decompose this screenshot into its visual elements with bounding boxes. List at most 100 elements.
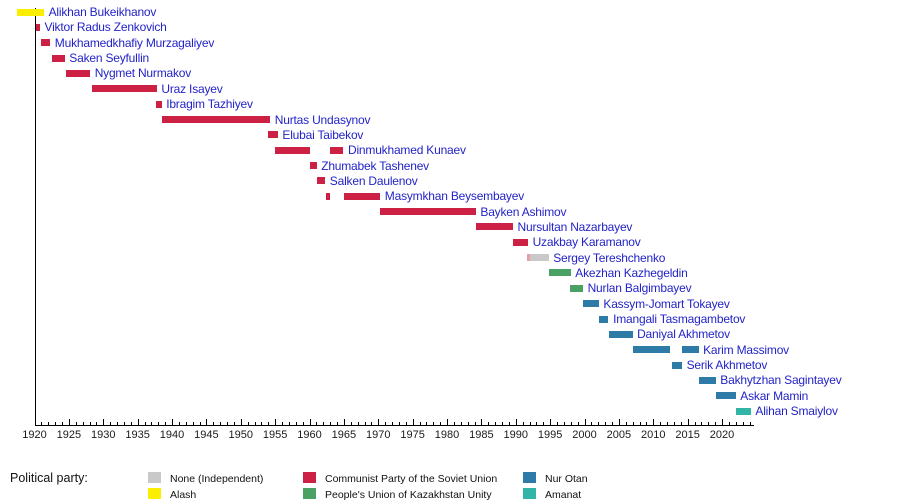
person-label[interactable]: Kassym-Jomart Tokayev (603, 296, 730, 311)
axis-major-tick (137, 419, 139, 425)
person-label[interactable]: Zhumabek Tashenev (321, 158, 429, 173)
axis-minor-tick (261, 422, 263, 425)
legend-item-label-puku: People's Union of Kazakhstan Unity (325, 489, 492, 501)
axis-major-tick (172, 419, 173, 425)
person-label[interactable]: Serik Akhmetov (686, 358, 768, 373)
axis-tick-label: 2005 (606, 429, 632, 441)
axis-minor-tick (227, 422, 228, 425)
plot-area: 1920 1925 1930 1935 1940 1945 1950 1955 1960 1965… (16, 5, 842, 441)
person-label[interactable]: Akezhan Kazhegeldin (575, 265, 688, 280)
axis-minor-tick (323, 422, 325, 425)
axis-major-tick (34, 419, 36, 425)
person-label[interactable]: Karim Massimov (703, 342, 789, 357)
person-label[interactable]: Mukhamedkhafiy Murzagaliyev (54, 35, 215, 50)
axis-minor-tick (728, 422, 730, 425)
legend: Political party: None (Independent) Alash… (0, 460, 900, 504)
axis-minor-tick (557, 422, 558, 425)
axis-major-tick (653, 419, 655, 425)
timeline-bar-cpsu (66, 69, 91, 77)
legend-item-label-nur_otan: Nur Otan (545, 473, 588, 485)
axis-minor-tick (233, 422, 235, 425)
axis-tick-label: 2010 (641, 429, 666, 441)
person-label[interactable]: Bakhytzhan Sagintayev (720, 373, 842, 388)
axis-minor-tick (295, 422, 297, 425)
axis-minor-tick (330, 422, 332, 425)
axis-minor-tick (213, 422, 215, 425)
timeline-bar-cpsu (156, 100, 162, 108)
axis-major-tick (68, 419, 70, 425)
legend-swatch-none (148, 472, 161, 483)
axis-minor-tick (488, 422, 490, 425)
axis-minor-tick (701, 422, 703, 425)
timeline-bar-cpsu (92, 85, 157, 93)
axis-major-tick (240, 419, 242, 425)
axis-minor-tick (371, 422, 373, 425)
axis-major-tick (550, 419, 552, 425)
axis-minor-tick (117, 422, 118, 425)
axis-minor-tick (694, 422, 696, 425)
axis-minor-tick (453, 422, 455, 425)
axis-minor-tick (639, 422, 641, 425)
timeline-bar-cpsu (268, 131, 278, 139)
timeline-bar-cpsu (275, 146, 310, 154)
axis-minor-tick (254, 422, 256, 425)
axis-minor-tick (165, 422, 167, 425)
person-label[interactable]: Viktor Radus Zenkovich (44, 20, 167, 35)
person-label[interactable]: Alikhan Bukeikhanov (48, 5, 157, 19)
timeline-bar-cpsu (317, 177, 326, 185)
axis-minor-tick (55, 422, 57, 425)
axis-tick-label: 1940 (159, 429, 185, 441)
person-label[interactable]: Sergey Tereshchenko (553, 250, 666, 265)
axis-minor-tick (110, 422, 112, 425)
axis-minor-tick (151, 422, 153, 425)
axis-tick-label: 1970 (366, 429, 391, 441)
person-label[interactable]: Nurtas Undasynov (274, 112, 371, 127)
axis-minor-tick (82, 422, 84, 425)
legend-item-label-cpsu: Communist Party of the Soviet Union (325, 473, 498, 485)
axis-major-tick (584, 419, 586, 425)
person-label[interactable]: Nygmet Nurmakov (94, 66, 192, 81)
axis-minor-tick (577, 422, 579, 425)
axis-minor-tick (419, 422, 421, 425)
axis-minor-tick (405, 422, 407, 425)
axis-minor-tick (130, 422, 132, 425)
person-label[interactable]: Imangali Tasmagambetov (613, 312, 746, 326)
person-label[interactable]: Uraz Isayev (161, 81, 223, 96)
timeline-bar-nur_otan (699, 376, 716, 384)
axis-minor-tick (536, 422, 538, 425)
person-label[interactable]: Daniyal Akhmetov (637, 327, 730, 342)
timeline-bar-nur_otan (715, 392, 736, 400)
axis-minor-tick (660, 422, 662, 425)
timeline-bar-cpsu (380, 208, 476, 215)
axis-minor-tick (742, 422, 744, 425)
axis-minor-tick (502, 422, 503, 425)
axis-minor-tick (467, 422, 469, 425)
person-label[interactable]: Uzakbay Karamanov (532, 235, 641, 250)
person-label[interactable]: Saken Seyfullin (69, 51, 150, 65)
person-label[interactable]: Salken Daulenov (329, 173, 418, 188)
legend-item-label-amanat: Amanat (545, 489, 582, 501)
axis-tick-label: 1985 (469, 429, 494, 441)
person-label[interactable]: Alihan Smaiylov (755, 404, 838, 419)
axis-tick-label: 1925 (56, 429, 82, 441)
person-label[interactable]: Dinmukhamed Kunaev (348, 143, 466, 158)
axis-minor-tick (185, 422, 187, 425)
axis-major-tick (412, 419, 414, 425)
axis-minor-tick (123, 422, 125, 425)
person-label[interactable]: Ibragim Tazhiyev (166, 97, 253, 112)
person-label[interactable]: Askar Mamin (740, 388, 809, 403)
person-label[interactable]: Nursultan Nazarbayev (517, 219, 633, 234)
axis-minor-tick (563, 422, 565, 425)
person-label[interactable]: Elubai Taibekov (282, 127, 364, 142)
axis-minor-tick (288, 422, 290, 425)
axis-minor-tick (605, 422, 607, 425)
axis-minor-tick (144, 422, 146, 425)
axis-tick-label: 2000 (572, 429, 597, 441)
person-label[interactable]: Bayken Ashimov (480, 204, 567, 219)
person-label[interactable]: Masymkhan Beysembayev (384, 189, 524, 204)
axis-tick-label: 1920 (22, 429, 47, 441)
timeline-bar-cpsu (475, 223, 513, 231)
person-label[interactable]: Nurlan Balgimbayev (587, 281, 692, 296)
axis-minor-tick (199, 422, 201, 425)
timeline-bar-cpsu (330, 146, 344, 154)
